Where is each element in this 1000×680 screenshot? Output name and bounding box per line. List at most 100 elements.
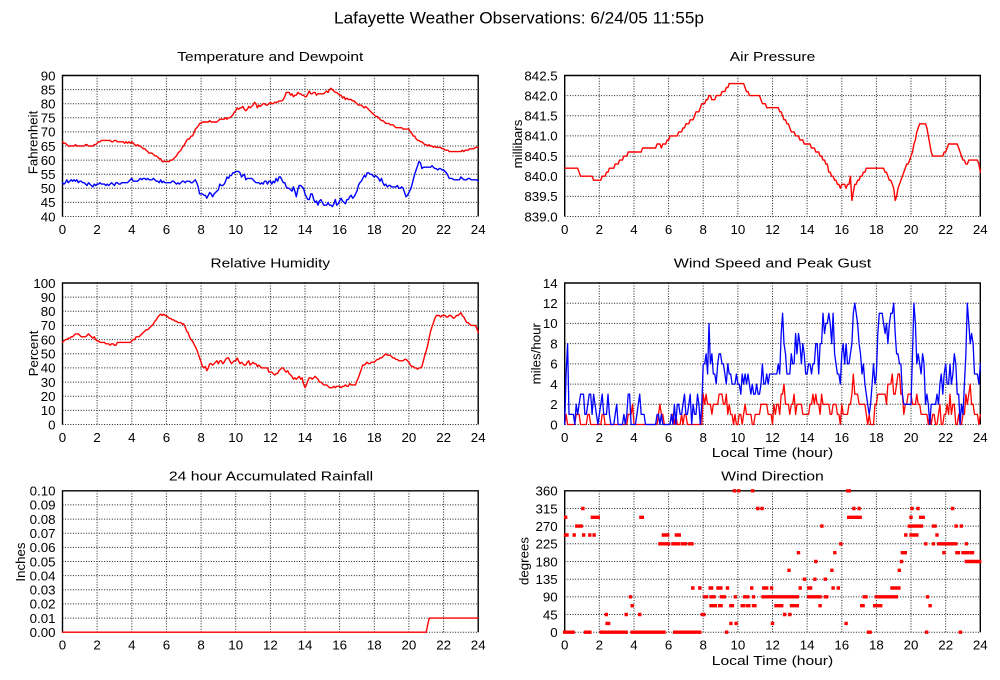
svg-text:22: 22	[938, 222, 953, 237]
svg-text:16: 16	[332, 430, 347, 445]
svg-text:Inches: Inches	[13, 542, 28, 582]
svg-text:12: 12	[765, 638, 780, 653]
svg-text:50: 50	[41, 347, 56, 362]
svg-text:85: 85	[41, 82, 56, 97]
svg-text:180: 180	[536, 554, 558, 569]
svg-text:16: 16	[332, 638, 347, 653]
svg-text:842.0: 842.0	[524, 88, 557, 103]
svg-text:20: 20	[904, 430, 919, 445]
svg-text:10: 10	[228, 638, 243, 653]
svg-text:Temperature and Dewpoint: Temperature and Dewpoint	[177, 49, 363, 64]
svg-text:4: 4	[128, 638, 135, 653]
svg-text:0: 0	[561, 430, 568, 445]
svg-text:0.07: 0.07	[30, 526, 56, 541]
svg-text:90: 90	[41, 290, 56, 305]
svg-text:4: 4	[550, 377, 557, 392]
svg-text:841.0: 841.0	[524, 129, 557, 144]
svg-text:100: 100	[33, 276, 55, 291]
svg-text:90: 90	[41, 68, 56, 83]
svg-text:2: 2	[93, 638, 100, 653]
svg-text:60: 60	[41, 332, 56, 347]
svg-text:0.03: 0.03	[30, 583, 56, 598]
svg-text:840.5: 840.5	[524, 149, 557, 164]
svg-text:90: 90	[543, 590, 558, 605]
svg-text:0: 0	[561, 638, 568, 653]
svg-text:10: 10	[41, 403, 56, 418]
svg-text:0: 0	[561, 222, 568, 237]
svg-text:0.02: 0.02	[30, 597, 56, 612]
svg-text:20: 20	[904, 638, 919, 653]
svg-text:6: 6	[163, 638, 170, 653]
svg-text:10: 10	[731, 430, 746, 445]
svg-text:10: 10	[543, 316, 558, 331]
svg-text:12: 12	[765, 430, 780, 445]
svg-text:millibars: millibars	[510, 119, 525, 168]
svg-text:22: 22	[436, 638, 451, 653]
svg-text:2: 2	[596, 430, 603, 445]
svg-text:60: 60	[41, 153, 56, 168]
svg-text:24: 24	[973, 638, 988, 653]
svg-text:20: 20	[402, 222, 417, 237]
svg-text:24: 24	[973, 430, 988, 445]
svg-text:0: 0	[550, 417, 557, 432]
svg-text:0: 0	[59, 430, 66, 445]
svg-text:24: 24	[471, 430, 486, 445]
svg-text:225: 225	[536, 537, 558, 552]
svg-text:65: 65	[41, 139, 56, 154]
svg-text:12: 12	[765, 222, 780, 237]
svg-text:270: 270	[536, 519, 558, 534]
svg-text:0.05: 0.05	[30, 554, 56, 569]
svg-text:12: 12	[263, 222, 278, 237]
svg-text:20: 20	[41, 389, 56, 404]
svg-text:Wind Direction: Wind Direction	[721, 469, 824, 484]
svg-text:0.00: 0.00	[30, 625, 56, 640]
svg-text:80: 80	[41, 97, 56, 112]
svg-text:18: 18	[869, 222, 884, 237]
svg-text:16: 16	[332, 222, 347, 237]
svg-text:16: 16	[834, 638, 849, 653]
svg-text:841.5: 841.5	[524, 109, 557, 124]
svg-text:24: 24	[973, 222, 988, 237]
svg-text:50: 50	[41, 181, 56, 196]
svg-text:8: 8	[197, 638, 204, 653]
svg-text:18: 18	[869, 430, 884, 445]
svg-text:839.5: 839.5	[524, 189, 557, 204]
svg-text:24 hour Accumulated Rainfall: 24 hour Accumulated Rainfall	[169, 469, 373, 484]
svg-text:18: 18	[367, 638, 382, 653]
svg-text:14: 14	[543, 276, 558, 291]
svg-text:4: 4	[630, 430, 637, 445]
svg-text:6: 6	[550, 357, 557, 372]
svg-text:360: 360	[536, 484, 558, 499]
svg-text:Relative Humidity: Relative Humidity	[211, 256, 331, 271]
svg-text:14: 14	[298, 430, 313, 445]
svg-text:6: 6	[665, 638, 672, 653]
svg-text:0: 0	[48, 417, 55, 432]
svg-text:70: 70	[41, 318, 56, 333]
svg-text:45: 45	[41, 195, 56, 210]
svg-text:14: 14	[298, 638, 313, 653]
svg-text:18: 18	[367, 222, 382, 237]
svg-text:8: 8	[699, 222, 706, 237]
svg-text:8: 8	[699, 430, 706, 445]
svg-text:12: 12	[263, 638, 278, 653]
svg-text:8: 8	[197, 430, 204, 445]
svg-text:2: 2	[596, 222, 603, 237]
svg-text:18: 18	[367, 430, 382, 445]
svg-text:12: 12	[543, 296, 558, 311]
svg-text:0.01: 0.01	[30, 611, 56, 626]
svg-text:0: 0	[59, 638, 66, 653]
svg-text:40: 40	[41, 361, 56, 376]
svg-text:20: 20	[904, 222, 919, 237]
svg-text:14: 14	[800, 430, 815, 445]
svg-text:0.10: 0.10	[30, 484, 56, 499]
svg-text:4: 4	[128, 222, 135, 237]
svg-text:0.08: 0.08	[30, 512, 56, 527]
svg-text:2: 2	[550, 397, 557, 412]
svg-text:0.09: 0.09	[30, 498, 56, 513]
svg-text:10: 10	[731, 638, 746, 653]
svg-text:2: 2	[93, 430, 100, 445]
svg-text:22: 22	[436, 430, 451, 445]
svg-text:10: 10	[228, 222, 243, 237]
svg-text:24: 24	[471, 222, 486, 237]
svg-text:8: 8	[550, 336, 557, 351]
